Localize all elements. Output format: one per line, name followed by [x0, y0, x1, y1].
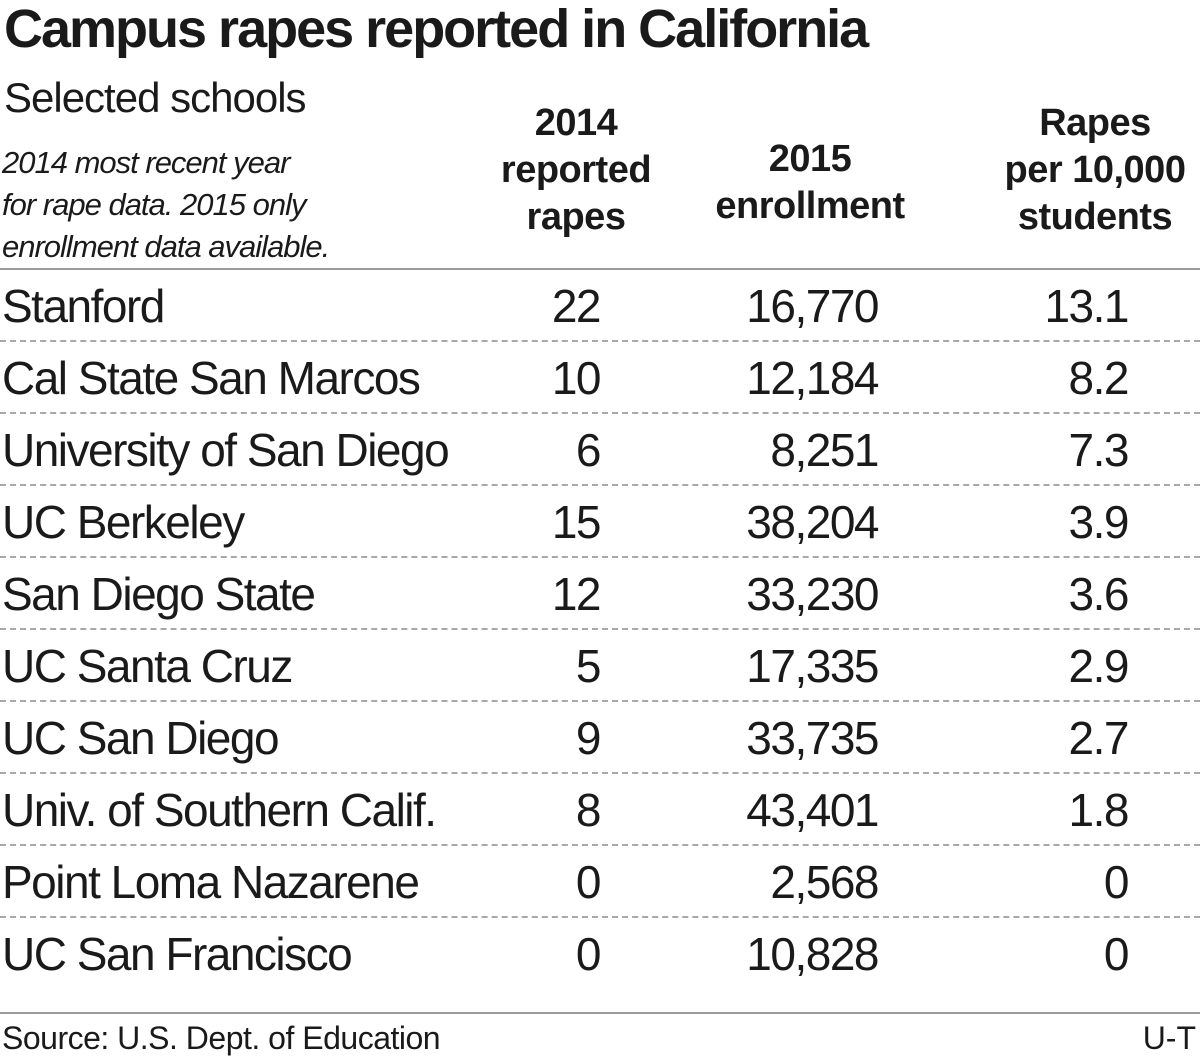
table-row: UC San Diego 9 33,735 2.7 — [0, 702, 1200, 774]
school-name: UC San Francisco — [2, 928, 353, 980]
rate-value: 7.3 — [1068, 424, 1130, 476]
school-name: UC San Diego — [2, 712, 280, 764]
column-header-line: 2015 — [768, 138, 852, 180]
column-header-line: enrollment — [715, 185, 905, 227]
rate-value: 0 — [1103, 856, 1130, 908]
enrollment-value: 16,770 — [746, 280, 879, 332]
column-header-line: reported — [500, 149, 652, 191]
enrollment-value: 2,568 — [770, 856, 879, 908]
school-name: Cal State San Marcos — [2, 352, 421, 404]
source-note: Source: U.S. Dept. of Education — [2, 1020, 441, 1056]
data-table: Stanford 22 16,770 13.1 Cal State San Ma… — [0, 270, 1200, 990]
chart-subtitle: Selected schools — [4, 74, 307, 121]
table-row: Stanford 22 16,770 13.1 — [0, 270, 1200, 342]
reported-rapes-value: 0 — [575, 928, 602, 980]
data-note-line: for rape data. 2015 only — [2, 187, 306, 222]
reported-rapes-value: 15 — [551, 496, 602, 548]
reported-rapes-value: 12 — [551, 568, 602, 620]
column-header-reported-rapes: 2014 reported rapes — [478, 100, 674, 241]
enrollment-value: 10,828 — [746, 928, 879, 980]
table-row: UC Santa Cruz 5 17,335 2.9 — [0, 630, 1200, 702]
enrollment-value: 43,401 — [746, 784, 879, 836]
table-row: San Diego State 12 33,230 3.6 — [0, 558, 1200, 630]
rate-value: 1.8 — [1068, 784, 1130, 836]
footer: Source: U.S. Dept. of Education U-T — [0, 1012, 1200, 1062]
enrollment-value: 12,184 — [746, 352, 879, 404]
chart-title: Campus rapes reported in California — [4, 0, 869, 59]
data-note-line: 2014 most recent year — [2, 145, 290, 180]
credit-label: U-T — [1142, 1020, 1196, 1056]
reported-rapes-value: 22 — [551, 280, 602, 332]
table-row: Cal State San Marcos 10 12,184 8.2 — [0, 342, 1200, 414]
header-divider — [0, 268, 1200, 270]
rate-value: 2.9 — [1068, 640, 1130, 692]
column-header-line: Rapes — [1039, 102, 1151, 144]
column-header-enrollment: 2015 enrollment — [690, 136, 930, 230]
reported-rapes-value: 5 — [575, 640, 602, 692]
school-name: UC Santa Cruz — [2, 640, 293, 692]
table-row: University of San Diego 6 8,251 7.3 — [0, 414, 1200, 486]
column-header-line: per 10,000 — [1004, 149, 1186, 191]
rate-value: 2.7 — [1068, 712, 1130, 764]
reported-rapes-value: 6 — [575, 424, 602, 476]
column-header-line: students — [1017, 196, 1173, 238]
rate-value: 3.9 — [1068, 496, 1130, 548]
rate-value: 0 — [1103, 928, 1130, 980]
enrollment-value: 38,204 — [746, 496, 879, 548]
table-row: UC San Francisco 0 10,828 0 — [0, 918, 1200, 990]
enrollment-value: 33,735 — [746, 712, 879, 764]
table-row: Point Loma Nazarene 0 2,568 0 — [0, 846, 1200, 918]
data-note-line: enrollment data available. — [2, 229, 330, 264]
rate-value: 13.1 — [1044, 280, 1129, 332]
school-name: Univ. of Southern Calif. — [2, 784, 437, 836]
rate-value: 3.6 — [1068, 568, 1130, 620]
school-name: UC Berkeley — [2, 496, 245, 548]
enrollment-value: 33,230 — [746, 568, 879, 620]
data-note: 2014 most recent year for rape data. 201… — [2, 142, 382, 268]
column-header-line: rapes — [526, 196, 626, 238]
reported-rapes-value: 9 — [575, 712, 602, 764]
reported-rapes-value: 0 — [575, 856, 602, 908]
table-row: Univ. of Southern Calif. 8 43,401 1.8 — [0, 774, 1200, 846]
column-header-line: 2014 — [534, 102, 618, 144]
school-name: San Diego State — [2, 568, 316, 620]
reported-rapes-value: 8 — [575, 784, 602, 836]
table-row: UC Berkeley 15 38,204 3.9 — [0, 486, 1200, 558]
school-name: Point Loma Nazarene — [2, 856, 420, 908]
school-name: Stanford — [2, 280, 165, 332]
enrollment-value: 17,335 — [746, 640, 879, 692]
reported-rapes-value: 10 — [551, 352, 602, 404]
rate-value: 8.2 — [1068, 352, 1130, 404]
column-header-rate: Rapes per 10,000 students — [990, 100, 1200, 241]
enrollment-value: 8,251 — [770, 424, 879, 476]
school-name: University of San Diego — [2, 424, 450, 476]
